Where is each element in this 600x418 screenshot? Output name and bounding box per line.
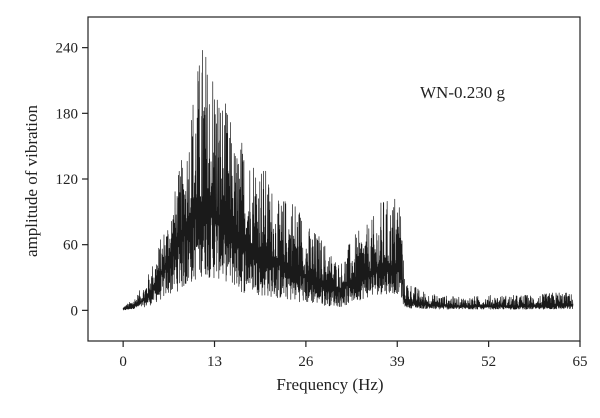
x-tick-label: 39 (390, 354, 405, 370)
series-layer (122, 50, 574, 311)
chart-annotation: WN-0.230 g (420, 83, 505, 102)
x-tick-label: 26 (298, 354, 314, 370)
axis-layer: 0 13 26 39 52 65 0 60 120 180 240 (56, 41, 588, 370)
y-tick-label: 60 (63, 238, 78, 254)
x-tick-label: 65 (573, 354, 588, 370)
x-tick-label: 13 (207, 354, 222, 370)
x-tick-label: 0 (119, 354, 127, 370)
y-tick-label: 0 (71, 303, 79, 319)
x-tick-label: 52 (481, 354, 496, 370)
y-tick-label: 120 (56, 172, 79, 188)
x-axis-title: Frequency (Hz) (276, 375, 383, 394)
spectrum-series-line (122, 50, 574, 311)
y-tick-label: 180 (56, 106, 79, 122)
y-axis-title: amplitude of vibration (22, 104, 41, 257)
y-tick-label: 240 (56, 41, 79, 57)
